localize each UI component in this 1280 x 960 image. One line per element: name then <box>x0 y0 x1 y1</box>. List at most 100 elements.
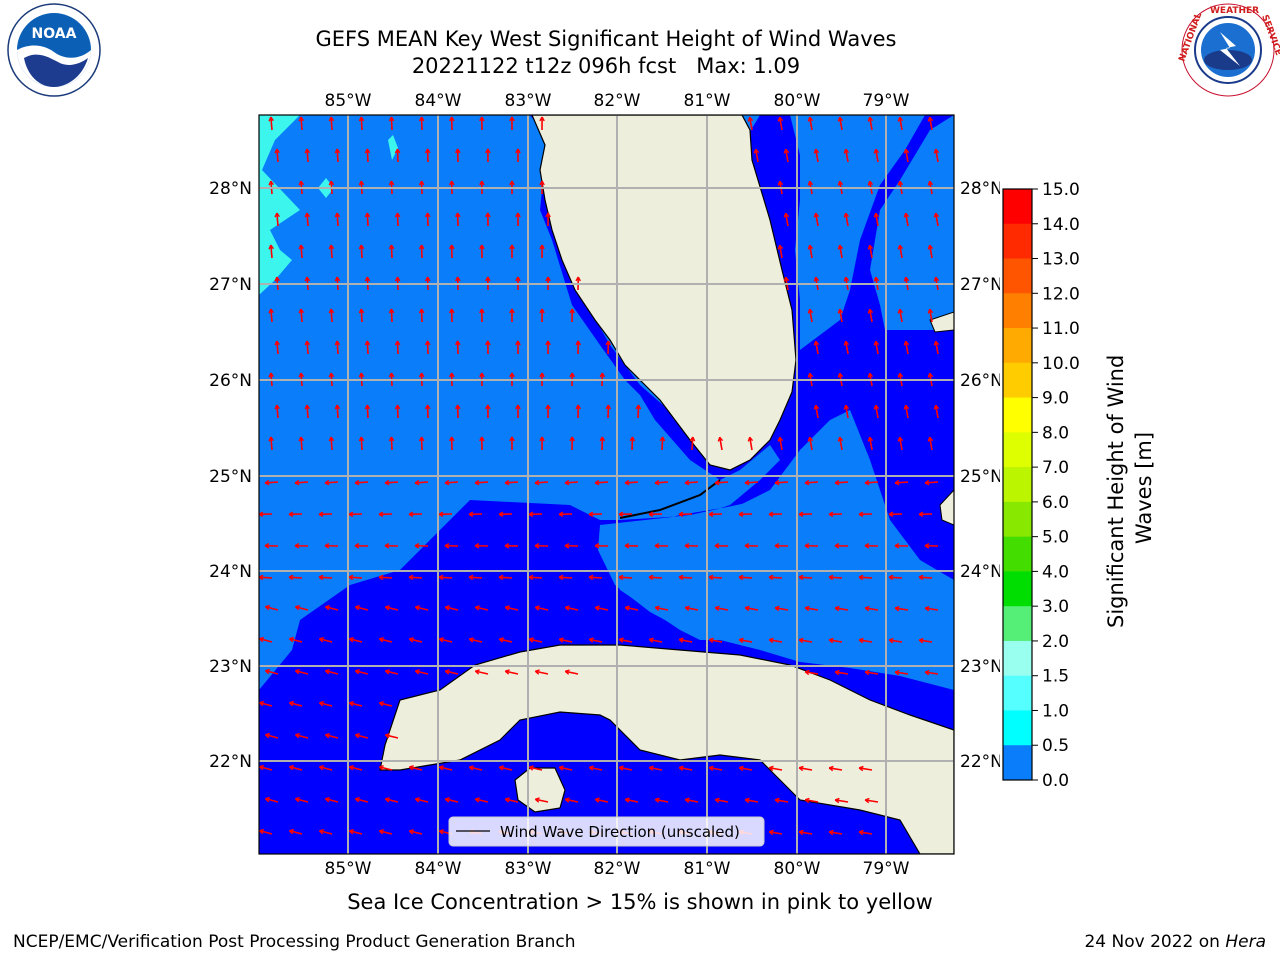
wave-direction-arrow <box>868 309 873 323</box>
wave-direction-arrow <box>385 670 399 675</box>
wave-direction-arrow <box>838 117 843 131</box>
wave-direction-arrowhead <box>448 116 453 122</box>
wave-direction-arrow <box>349 702 363 707</box>
wave-direction-arrow <box>859 831 873 835</box>
wave-direction-arrowhead <box>738 767 744 772</box>
colorbar-segment <box>1003 467 1032 503</box>
wave-direction-arrow <box>505 606 519 611</box>
wave-direction-arrowhead <box>438 766 444 771</box>
wave-direction-arrowhead <box>924 671 930 676</box>
wave-direction-arrow <box>589 766 603 771</box>
wave-direction-arrowhead <box>798 831 804 836</box>
wave-direction-arrow <box>565 670 579 675</box>
wave-direction-arrowhead <box>438 830 444 835</box>
wave-direction-arrowhead <box>624 606 630 611</box>
wave-direction-arrowhead <box>813 404 817 410</box>
wave-direction-arrow <box>559 766 573 771</box>
wave-direction-arrowhead <box>479 308 483 314</box>
wave-direction-arrowhead <box>304 340 308 346</box>
wave-direction-arrow <box>799 639 813 643</box>
colorbar-tick-label: 11.0 <box>1042 319 1080 339</box>
lat-label-left: 25°N <box>209 467 252 487</box>
wave-direction-arrowhead <box>504 798 510 803</box>
land-cuba <box>379 644 954 854</box>
wave-direction-arrowhead <box>927 244 931 250</box>
wave-direction-arrow <box>325 798 339 803</box>
wave-direction-arrowhead <box>594 545 600 549</box>
wave-direction-arrowhead <box>648 513 654 518</box>
lat-label-left: 26°N <box>209 371 252 391</box>
wave-direction-arrow <box>928 117 933 131</box>
wave-direction-arrowhead <box>858 639 864 644</box>
wave-direction-arrowhead <box>738 513 744 518</box>
colorbar-tick-label: 7.0 <box>1042 458 1069 478</box>
wave-direction-arrowhead <box>564 482 570 486</box>
wave-direction-arrow <box>739 638 753 643</box>
wave-direction-arrow <box>844 341 849 355</box>
lat-label-left: 23°N <box>209 657 252 677</box>
wave-direction-arrowhead <box>424 276 429 282</box>
wave-direction-arrow <box>769 830 783 835</box>
wave-direction-arrow <box>835 607 849 611</box>
wave-direction-arrowhead <box>564 606 570 611</box>
wave-direction-arrowhead <box>678 767 684 771</box>
wave-direction-arrow <box>625 798 639 803</box>
wave-direction-arrowhead <box>783 276 787 282</box>
wave-direction-arrowhead <box>558 766 564 771</box>
wave-direction-arrowhead <box>918 639 924 644</box>
wave-direction-arrowhead <box>288 766 294 771</box>
wave-direction-arrowhead <box>843 404 847 410</box>
wave-direction-arrow <box>336 340 339 355</box>
wave-direction-arrowhead <box>509 308 513 314</box>
wave-direction-arrowhead <box>444 670 450 675</box>
wave-direction-arrowhead <box>264 482 270 486</box>
wave-direction-arrowhead <box>388 308 393 314</box>
wave-direction-arrow <box>739 766 753 771</box>
wave-direction-arrowhead <box>394 276 399 282</box>
wave-direction-arrow <box>499 638 513 643</box>
wave-direction-arrow <box>306 340 309 355</box>
wave-direction-arrowhead <box>318 513 324 518</box>
wave-direction-arrowhead <box>384 482 390 486</box>
wave-direction-arrowhead <box>354 545 360 549</box>
wave-direction-arrowhead <box>837 436 841 442</box>
wave-direction-arrowhead <box>354 606 360 611</box>
wave-direction-arrowhead <box>348 766 354 771</box>
wave-direction-arrowhead <box>768 767 774 772</box>
wave-direction-arrowhead <box>498 576 504 581</box>
wave-direction-arrow <box>535 798 549 803</box>
wave-direction-arrowhead <box>804 671 810 676</box>
wave-direction-arrowhead <box>515 404 519 410</box>
colorbar-segment <box>1003 571 1032 607</box>
wave-direction-arrowhead <box>635 404 640 410</box>
wave-direction-arrowhead <box>858 513 864 518</box>
wave-direction-arrowhead <box>318 576 324 581</box>
wave-band-high-patch <box>259 115 300 295</box>
wave-direction-arrowhead <box>528 638 534 643</box>
wave-direction-arrowhead <box>418 116 423 122</box>
wave-direction-arrowhead <box>294 734 300 739</box>
wave-direction-arrowhead <box>378 513 384 518</box>
wave-direction-arrowhead <box>768 831 774 836</box>
wave-direction-arrowhead <box>837 244 841 250</box>
wave-direction-arrow <box>396 340 399 355</box>
wave-direction-arrowhead <box>268 244 272 250</box>
wave-direction-arrow <box>888 576 903 579</box>
wave-direction-arrowhead <box>424 340 429 346</box>
lon-label-top: 82°W <box>594 91 641 111</box>
wave-direction-arrowhead <box>798 513 804 518</box>
wave-direction-arrowhead <box>648 638 654 643</box>
wave-direction-arrow <box>928 245 933 259</box>
wave-direction-arrow <box>390 244 393 259</box>
wave-direction-arrowhead <box>867 308 871 314</box>
wave-direction-arrowhead <box>324 734 330 739</box>
wave-direction-arrowhead <box>798 639 804 644</box>
wave-direction-arrowhead <box>837 180 841 186</box>
wave-direction-arrow <box>808 245 813 259</box>
wave-direction-arrowhead <box>678 513 684 518</box>
wave-direction-arrow <box>270 244 273 259</box>
wave-direction-arrowhead <box>864 671 870 676</box>
wave-direction-arrowhead <box>539 308 543 314</box>
wave-direction-arrowhead <box>479 372 483 378</box>
wave-direction-arrowhead <box>654 798 660 803</box>
